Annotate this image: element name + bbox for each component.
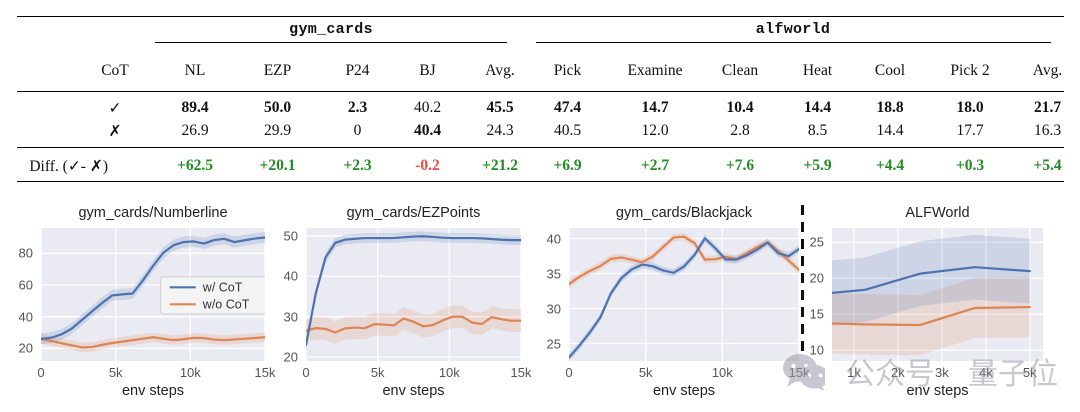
svg-text:w/ CoT: w/ CoT [202, 281, 243, 295]
svg-text:w/o CoT: w/o CoT [202, 298, 250, 312]
